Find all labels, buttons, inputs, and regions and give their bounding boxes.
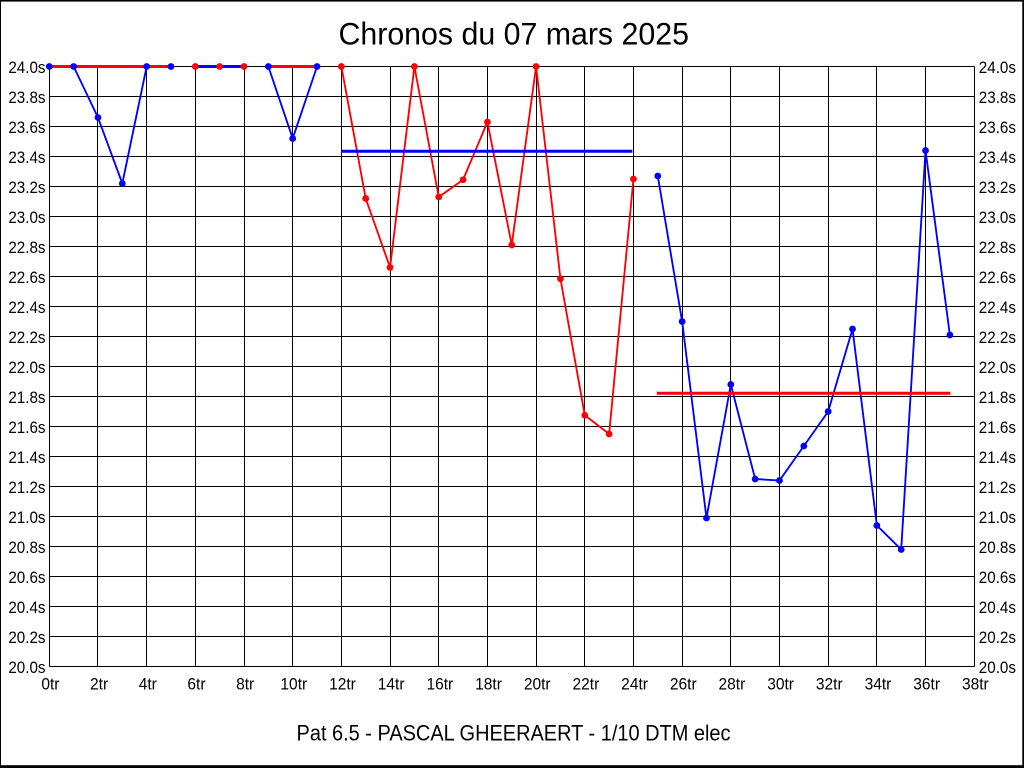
svg-text:21.8s: 21.8s bbox=[8, 389, 45, 407]
svg-text:21.8s: 21.8s bbox=[979, 389, 1016, 407]
svg-text:23.6s: 23.6s bbox=[979, 119, 1016, 137]
svg-text:16tr: 16tr bbox=[426, 676, 453, 693]
svg-text:20.8s: 20.8s bbox=[8, 539, 45, 557]
svg-text:22.0s: 22.0s bbox=[979, 359, 1016, 377]
svg-text:36tr: 36tr bbox=[913, 676, 940, 693]
svg-text:32tr: 32tr bbox=[816, 676, 843, 693]
svg-text:20.6s: 20.6s bbox=[8, 569, 45, 587]
svg-text:22.0s: 22.0s bbox=[8, 359, 45, 377]
svg-text:24tr: 24tr bbox=[621, 676, 648, 693]
svg-text:22.2s: 22.2s bbox=[979, 329, 1016, 347]
svg-text:22.8s: 22.8s bbox=[8, 239, 45, 257]
svg-text:18tr: 18tr bbox=[475, 676, 502, 693]
svg-text:22.2s: 22.2s bbox=[8, 329, 45, 347]
svg-text:2tr: 2tr bbox=[90, 676, 109, 693]
svg-text:23.0s: 23.0s bbox=[8, 209, 45, 227]
svg-text:23.8s: 23.8s bbox=[979, 89, 1016, 107]
svg-text:24.0s: 24.0s bbox=[979, 59, 1016, 77]
svg-text:24.0s: 24.0s bbox=[8, 59, 45, 77]
svg-text:22tr: 22tr bbox=[573, 676, 600, 693]
svg-text:22.4s: 22.4s bbox=[8, 299, 45, 317]
svg-text:14tr: 14tr bbox=[378, 676, 405, 693]
svg-text:23.8s: 23.8s bbox=[8, 89, 45, 107]
svg-text:8tr: 8tr bbox=[236, 676, 255, 693]
svg-text:20.2s: 20.2s bbox=[8, 629, 45, 647]
svg-text:23.2s: 23.2s bbox=[8, 179, 45, 197]
svg-text:20.4s: 20.4s bbox=[979, 599, 1016, 617]
svg-text:28tr: 28tr bbox=[719, 676, 746, 693]
svg-text:21.2s: 21.2s bbox=[979, 479, 1016, 497]
svg-text:23.0s: 23.0s bbox=[979, 209, 1016, 227]
svg-text:0tr: 0tr bbox=[41, 676, 60, 693]
svg-text:34tr: 34tr bbox=[865, 676, 892, 693]
svg-text:21.4s: 21.4s bbox=[979, 449, 1016, 467]
svg-text:20tr: 20tr bbox=[524, 676, 551, 693]
svg-text:Pat 6.5 - PASCAL GHEERAERT - 1: Pat 6.5 - PASCAL GHEERAERT - 1/10 DTM el… bbox=[297, 722, 731, 746]
svg-text:20.2s: 20.2s bbox=[979, 629, 1016, 647]
svg-text:12tr: 12tr bbox=[329, 676, 356, 693]
svg-text:21.2s: 21.2s bbox=[8, 479, 45, 497]
svg-text:20.0s: 20.0s bbox=[979, 659, 1016, 677]
svg-text:20.0s: 20.0s bbox=[8, 659, 45, 677]
svg-text:20.4s: 20.4s bbox=[8, 599, 45, 617]
svg-text:21.4s: 21.4s bbox=[8, 449, 45, 467]
svg-text:21.0s: 21.0s bbox=[979, 509, 1016, 527]
svg-text:26tr: 26tr bbox=[670, 676, 697, 693]
svg-text:22.6s: 22.6s bbox=[8, 269, 45, 287]
svg-text:22.4s: 22.4s bbox=[979, 299, 1016, 317]
svg-text:22.8s: 22.8s bbox=[979, 239, 1016, 257]
svg-text:21.6s: 21.6s bbox=[8, 419, 45, 437]
svg-text:30tr: 30tr bbox=[767, 676, 794, 693]
svg-text:10tr: 10tr bbox=[280, 676, 307, 693]
svg-text:23.4s: 23.4s bbox=[979, 149, 1016, 167]
svg-text:21.6s: 21.6s bbox=[979, 419, 1016, 437]
svg-text:38tr: 38tr bbox=[962, 676, 989, 693]
svg-text:4tr: 4tr bbox=[139, 676, 158, 693]
svg-text:23.6s: 23.6s bbox=[8, 119, 45, 137]
svg-text:21.0s: 21.0s bbox=[8, 509, 45, 527]
svg-text:23.2s: 23.2s bbox=[979, 179, 1016, 197]
svg-text:23.4s: 23.4s bbox=[8, 149, 45, 167]
svg-text:20.8s: 20.8s bbox=[979, 539, 1016, 557]
svg-text:6tr: 6tr bbox=[187, 676, 206, 693]
svg-text:20.6s: 20.6s bbox=[979, 569, 1016, 587]
svg-text:Chronos du 07 mars 2025: Chronos du 07 mars 2025 bbox=[338, 16, 688, 51]
svg-text:22.6s: 22.6s bbox=[979, 269, 1016, 287]
